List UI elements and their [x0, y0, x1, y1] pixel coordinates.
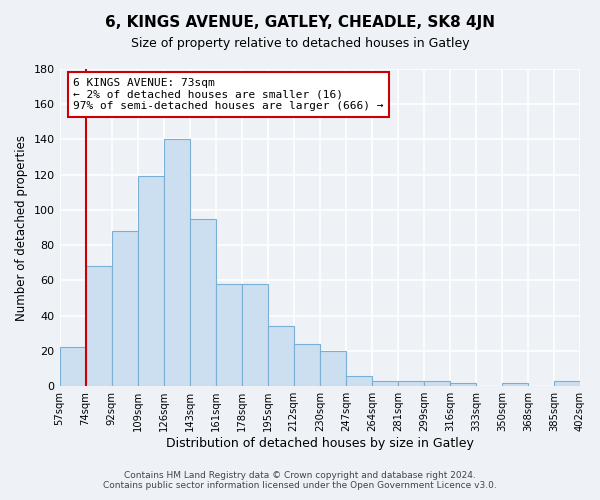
Text: Size of property relative to detached houses in Gatley: Size of property relative to detached ho…: [131, 38, 469, 51]
Bar: [554, 381, 580, 386]
Bar: [164, 140, 190, 386]
Bar: [450, 382, 476, 386]
Bar: [242, 284, 268, 386]
Bar: [424, 381, 450, 386]
Bar: [59, 348, 86, 386]
Bar: [320, 351, 346, 386]
Bar: [294, 344, 320, 386]
Bar: [112, 231, 137, 386]
Bar: [398, 381, 424, 386]
Bar: [215, 284, 242, 386]
Text: Contains HM Land Registry data © Crown copyright and database right 2024.
Contai: Contains HM Land Registry data © Crown c…: [103, 470, 497, 490]
Bar: [86, 266, 112, 386]
Text: 6 KINGS AVENUE: 73sqm
← 2% of detached houses are smaller (16)
97% of semi-detac: 6 KINGS AVENUE: 73sqm ← 2% of detached h…: [73, 78, 383, 111]
Bar: [137, 176, 164, 386]
Bar: [502, 382, 528, 386]
Bar: [372, 381, 398, 386]
X-axis label: Distribution of detached houses by size in Gatley: Distribution of detached houses by size …: [166, 437, 474, 450]
Text: 6, KINGS AVENUE, GATLEY, CHEADLE, SK8 4JN: 6, KINGS AVENUE, GATLEY, CHEADLE, SK8 4J…: [105, 15, 495, 30]
Bar: [268, 326, 294, 386]
Bar: [346, 376, 372, 386]
Bar: [190, 219, 215, 386]
Y-axis label: Number of detached properties: Number of detached properties: [15, 134, 28, 320]
